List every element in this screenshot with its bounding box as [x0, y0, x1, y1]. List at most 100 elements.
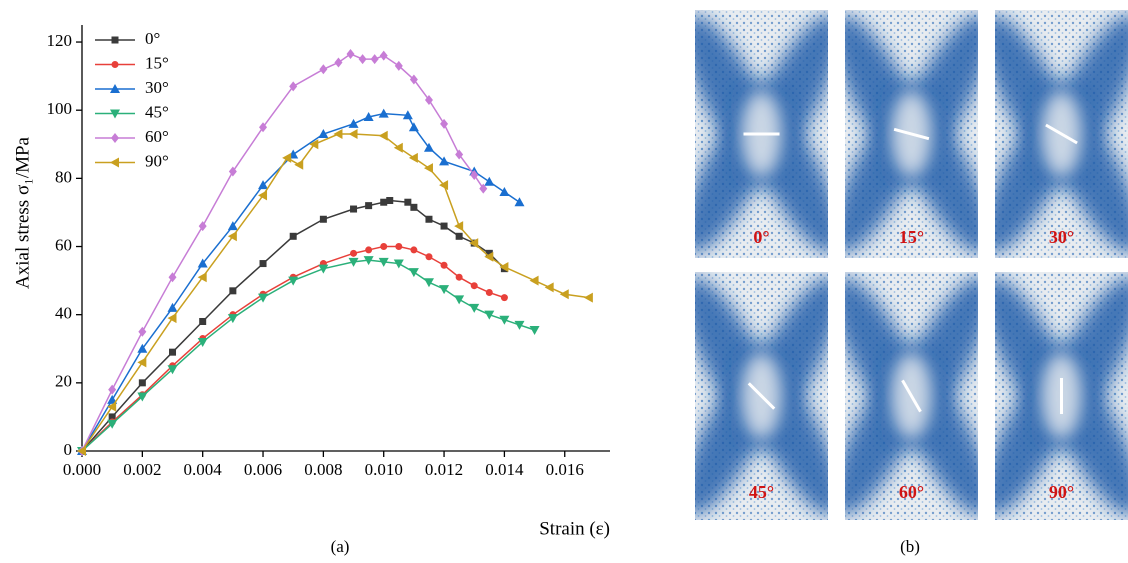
- figure: 0204060801001200.0000.0020.0040.0060.008…: [0, 0, 1128, 563]
- image-label: 60°: [899, 482, 924, 502]
- y-tick-label: 20: [55, 372, 72, 391]
- marker: [365, 202, 372, 209]
- marker: [425, 253, 432, 260]
- marker: [350, 250, 357, 257]
- marker: [409, 268, 419, 277]
- panel-label: (a): [331, 537, 350, 556]
- marker: [319, 64, 327, 74]
- y-tick-label: 0: [64, 440, 73, 459]
- marker: [371, 54, 379, 64]
- legend-label: 15°: [145, 53, 169, 72]
- specimen-image: 15°: [814, 2, 1009, 265]
- marker: [108, 385, 116, 395]
- marker: [380, 243, 387, 250]
- marker: [404, 199, 411, 206]
- x-tick-label: 0.008: [304, 460, 342, 479]
- marker: [347, 49, 355, 59]
- x-tick-label: 0.006: [244, 460, 282, 479]
- marker: [410, 246, 417, 253]
- marker: [441, 262, 448, 269]
- marker: [334, 57, 342, 67]
- marker: [288, 277, 298, 286]
- x-tick-label: 0.012: [425, 460, 463, 479]
- marker: [410, 204, 417, 211]
- marker: [424, 163, 433, 173]
- marker: [530, 326, 540, 335]
- specimen-image: 30°: [964, 2, 1128, 265]
- y-tick-label: 60: [55, 235, 72, 254]
- image-content: [814, 2, 1009, 265]
- marker: [456, 274, 463, 281]
- marker: [545, 282, 554, 292]
- marker: [112, 61, 119, 68]
- marker: [112, 37, 119, 44]
- marker: [228, 231, 237, 241]
- marker: [560, 289, 569, 299]
- marker: [530, 276, 539, 286]
- legend-label: 60°: [145, 127, 169, 146]
- marker: [469, 304, 479, 313]
- marker: [294, 160, 303, 170]
- x-tick-label: 0.004: [184, 460, 223, 479]
- marker: [425, 216, 432, 223]
- marker: [365, 246, 372, 253]
- marker: [484, 177, 494, 186]
- x-tick-label: 0.002: [123, 460, 161, 479]
- marker: [260, 260, 267, 267]
- marker: [394, 260, 404, 269]
- marker: [320, 216, 327, 223]
- marker: [349, 119, 359, 128]
- series-line: [82, 134, 589, 451]
- chart: 0204060801001200.0000.0020.0040.0060.008…: [12, 25, 610, 539]
- marker: [380, 199, 387, 206]
- marker: [584, 293, 593, 303]
- marker: [441, 223, 448, 230]
- series-line: [82, 260, 535, 451]
- image-label: 90°: [1049, 482, 1074, 502]
- x-tick-label: 0.016: [546, 460, 584, 479]
- specimen-image: 45°: [664, 264, 859, 527]
- marker: [486, 289, 493, 296]
- image-content: [664, 2, 859, 265]
- image-content: [964, 2, 1128, 265]
- specimen-image: 60°: [814, 264, 1009, 527]
- marker: [379, 131, 388, 141]
- marker: [318, 265, 328, 274]
- marker: [229, 287, 236, 294]
- y-tick-label: 120: [47, 31, 73, 50]
- legend-label: 45°: [145, 102, 169, 121]
- y-tick-label: 40: [55, 304, 72, 323]
- marker: [169, 349, 176, 356]
- marker: [439, 285, 449, 294]
- image-label: 30°: [1049, 227, 1074, 247]
- legend-label: 30°: [145, 78, 169, 97]
- x-axis-label: Strain (ε): [539, 518, 610, 539]
- marker: [514, 197, 524, 206]
- y-tick-label: 100: [47, 99, 73, 118]
- marker: [350, 206, 357, 213]
- marker: [111, 133, 119, 143]
- marker: [456, 233, 463, 240]
- marker: [386, 197, 393, 204]
- marker: [409, 122, 419, 131]
- marker: [395, 243, 402, 250]
- marker: [359, 54, 367, 64]
- image-label: 0°: [753, 227, 769, 247]
- marker: [471, 282, 478, 289]
- marker: [380, 51, 388, 61]
- marker: [168, 313, 177, 323]
- image-grid: 0° 15° 30° 45° 60° 90°: [664, 2, 1128, 527]
- x-tick-label: 0.000: [63, 460, 101, 479]
- specimen-image: 0°: [664, 2, 859, 265]
- image-content: [964, 264, 1128, 527]
- marker: [454, 295, 464, 304]
- legend-label: 0°: [145, 29, 160, 48]
- marker: [258, 294, 268, 303]
- legend-label: 90°: [145, 151, 169, 170]
- image-label: 15°: [899, 227, 924, 247]
- marker: [424, 278, 434, 287]
- marker: [138, 327, 146, 337]
- marker: [110, 158, 119, 168]
- specimen-image: 90°: [964, 264, 1128, 527]
- marker: [137, 357, 146, 367]
